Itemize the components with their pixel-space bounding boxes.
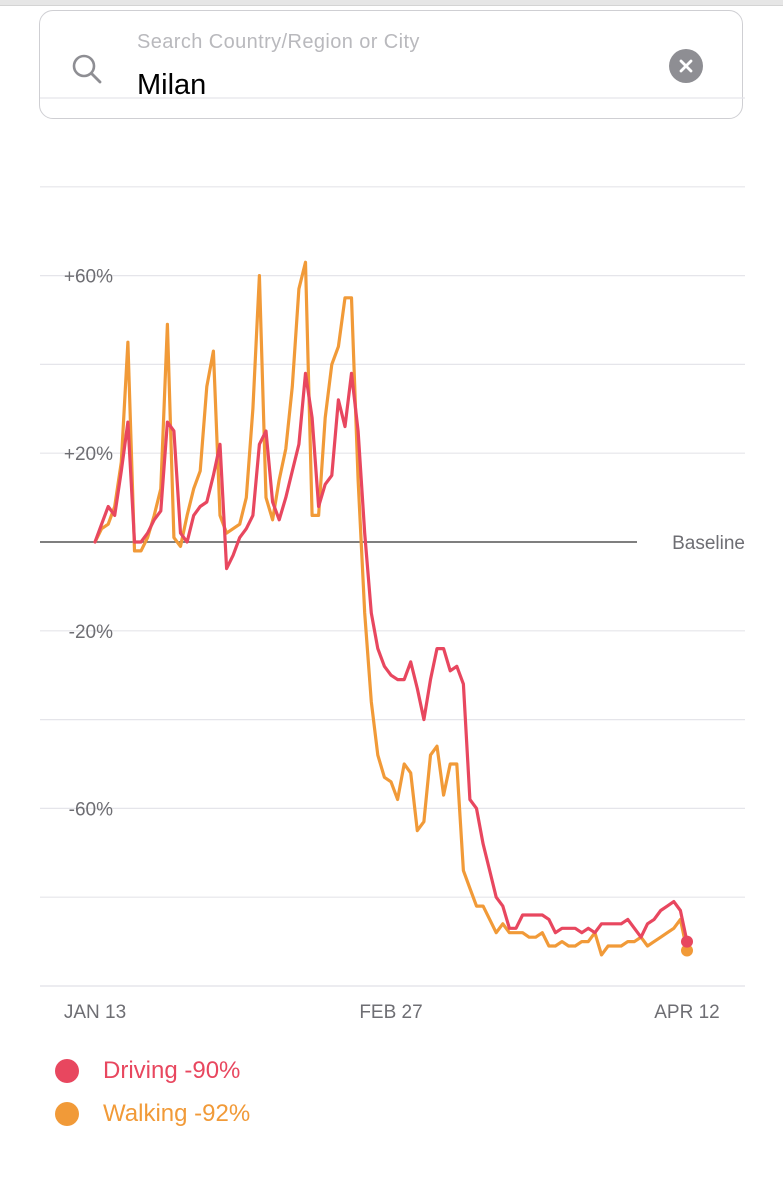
y-tick-label: -20%: [69, 622, 113, 643]
end-point-driving: [681, 935, 693, 948]
search-placeholder: Search Country/Region or City: [137, 31, 420, 53]
legend-driving-label: Driving -90%: [103, 1057, 241, 1084]
x-tick-label: APR 12: [654, 1002, 719, 1023]
legend-walking-label: Walking -92%: [103, 1100, 251, 1127]
series-line-walking: [93, 260, 689, 957]
series-lines: [93, 260, 693, 957]
x-axis-ticks: JAN 13 FEB 27 APR 12: [64, 1002, 720, 1023]
search-icon[interactable]: [70, 52, 104, 86]
top-edge: [0, 0, 783, 6]
search-field[interactable]: [39, 10, 743, 119]
baseline-label: Baseline: [672, 533, 745, 554]
search-input[interactable]: Milan: [137, 69, 207, 101]
walking-dot-icon: [55, 1102, 79, 1126]
mobility-chart: +60% +20% -20% -60% Baseline JAN 13 FEB 27 AP…: [40, 97, 745, 1023]
driving-dot-icon: [55, 1059, 79, 1083]
y-axis-ticks: +60% +20% -20% -60%: [64, 267, 113, 821]
x-tick-label: JAN 13: [64, 1002, 126, 1023]
series-line-driving: [93, 371, 689, 944]
end-point-walking: [681, 944, 693, 957]
grid-lines: [40, 97, 745, 987]
y-tick-label: -60%: [69, 799, 113, 820]
clear-icon: [679, 59, 693, 73]
y-tick-label: +60%: [64, 267, 113, 288]
clear-search-button[interactable]: [669, 49, 703, 83]
x-tick-label: FEB 27: [359, 1002, 422, 1023]
y-tick-label: +20%: [64, 444, 113, 465]
